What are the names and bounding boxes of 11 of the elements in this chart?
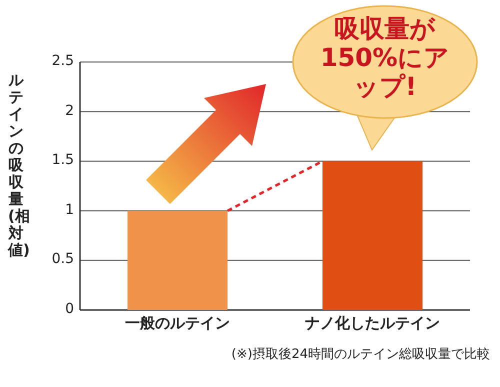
- y-tick-label: 1.5: [52, 152, 74, 168]
- x-tick-label: 一般のルテイン: [125, 314, 230, 332]
- annotation: 吸収量が150%にアップ!: [319, 14, 451, 101]
- y-tick-label: 0: [65, 301, 74, 317]
- y-tick-label: 1: [65, 202, 74, 218]
- y-tick-label: 0.5: [52, 251, 74, 268]
- y-tick-label: 2: [65, 102, 74, 119]
- text: (※)摂取後24時間のルテイン総吸収量で比較: [231, 346, 490, 363]
- x-tick-label: ナノ化したルテイン: [304, 314, 441, 333]
- text: ルテインの吸収量(相対値): [8, 71, 30, 259]
- y-tick-label: 2.5: [52, 53, 74, 69]
